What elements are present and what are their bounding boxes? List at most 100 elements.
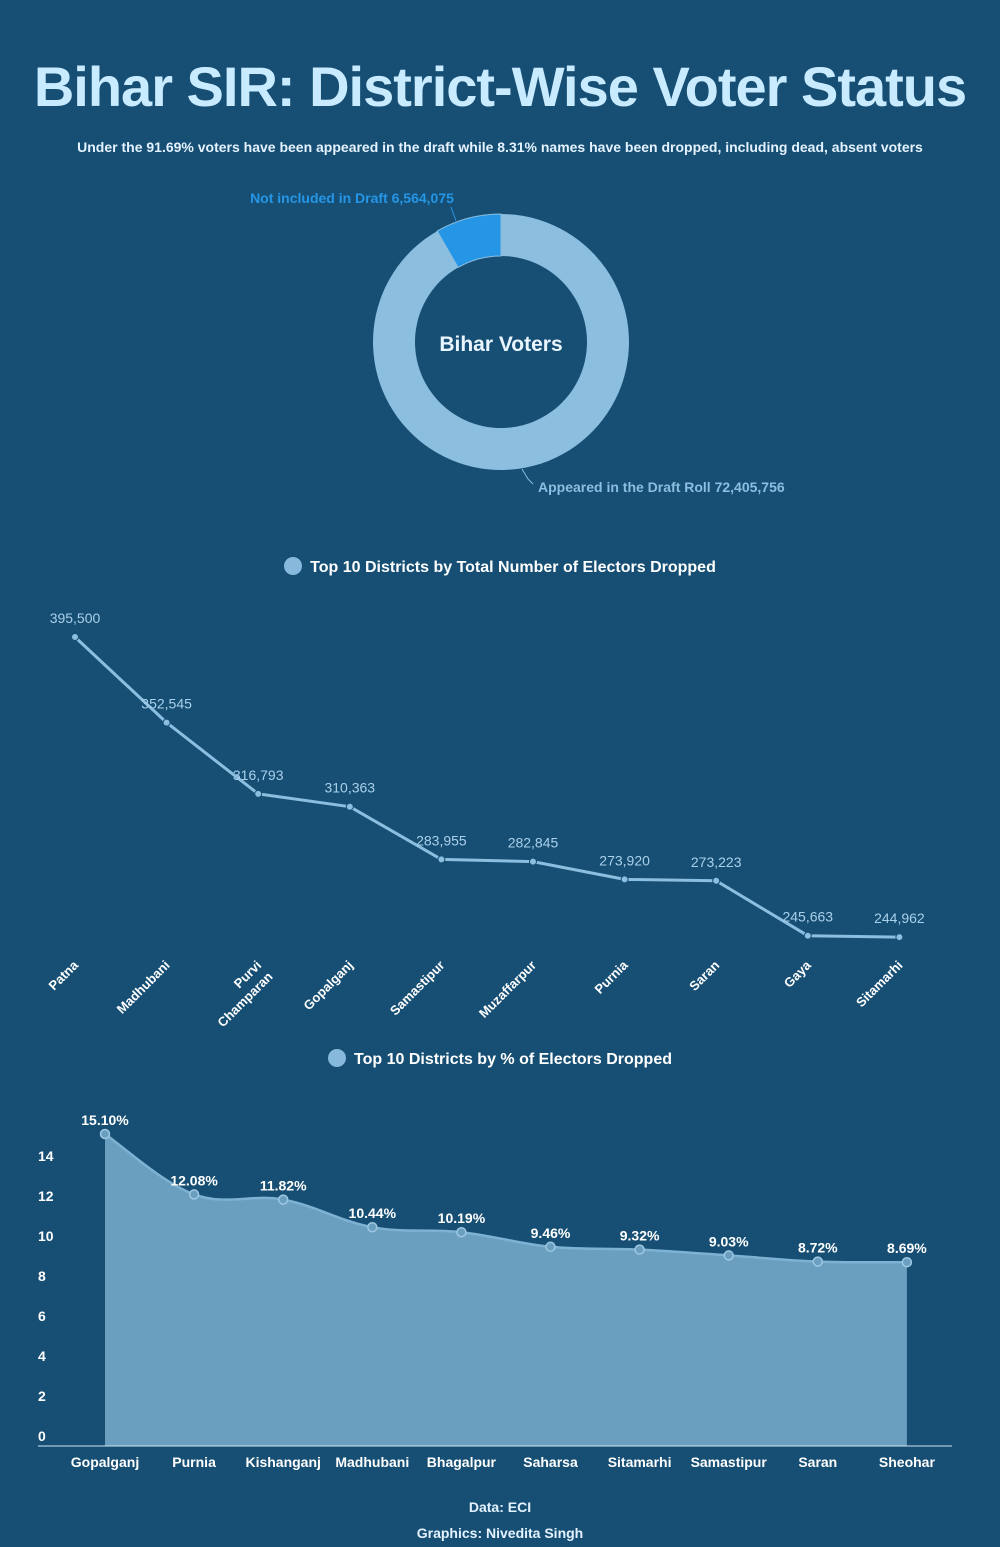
donut-slice-appeared (373, 214, 630, 470)
line-data-label: 316,793 (233, 767, 284, 783)
line-point-purvi-champaran (254, 789, 263, 798)
area-y-tick-label: 6 (38, 1308, 46, 1324)
appeared-slice-value: 72,405,756 (715, 479, 785, 495)
area-data-label: 8.69% (887, 1240, 927, 1256)
area-point-gopalganj (99, 1128, 111, 1140)
area-y-tick-label: 14 (38, 1148, 54, 1164)
area-point-saharsa (545, 1241, 556, 1253)
dropped-leader-line (450, 206, 457, 222)
area-y-tick-label: 4 (38, 1348, 46, 1364)
area-data-label: 9.32% (620, 1228, 660, 1244)
line-x-tick-labels: Patna Madhubani PurviChamparan Gopalganj Sam… (45, 957, 905, 1030)
area-data-labels: 15.10% 12.08% 11.82% 10.44% 10.19% 9.46% 9.32%… (81, 1112, 927, 1256)
area-data-label: 9.46% (531, 1225, 571, 1241)
area-fill (105, 1134, 907, 1446)
line-data-label: 282,845 (508, 835, 559, 851)
line-data-label: 283,955 (416, 832, 467, 848)
line-data-label: 352,545 (141, 696, 192, 712)
page-subtitle: Under the 91.69% voters have been appear… (77, 139, 923, 155)
line-x-tick-label: Muzaffarpur (476, 958, 539, 1021)
area-x-tick-label: Saran (798, 1454, 837, 1470)
area-x-tick-label: Samastipur (691, 1454, 768, 1470)
area-point-purnia (188, 1189, 200, 1200)
line-data-label: 273,223 (691, 854, 742, 870)
area-y-tick-labels: 0 2 4 6 8 10 12 14 (38, 1148, 54, 1444)
line-chart-legend: Top 10 Districts by Total Number of Elec… (0, 557, 1000, 579)
donut-slice-dropped (436, 213, 502, 269)
line-point-saran (712, 876, 721, 885)
line-x-tick-label: Madhubani (114, 958, 173, 1017)
line-x-tick-label: Gaya (781, 957, 815, 991)
area-x-tick-label: Purnia (172, 1454, 216, 1470)
line-series (73, 635, 900, 939)
area-x-tick-label: Sheohar (879, 1454, 936, 1470)
area-x-tick-label: Madhubani (335, 1454, 409, 1470)
page-title: Bihar SIR: District-Wise Voter Status (33, 55, 967, 118)
area-x-tick-label: Sitamarhi (608, 1454, 672, 1470)
donut-chart: Bihar Voters Not included in Draft 6,564… (250, 190, 785, 495)
area-point-samastipur (723, 1250, 734, 1261)
graphics-credit: Graphics: Nivedita Singh (416, 1525, 584, 1541)
area-y-tick-label: 12 (38, 1188, 54, 1204)
line-data-label: 395,500 (50, 610, 101, 626)
dropped-slice-value: 6,564,075 (392, 190, 454, 206)
line-x-tick-label: Gopalganj (300, 958, 356, 1014)
area-line (104, 1132, 907, 1264)
area-point-sheohar (901, 1256, 913, 1268)
area-point-madhubani (367, 1221, 378, 1233)
area-x-tick-label: Gopalganj (71, 1454, 139, 1470)
line-data-label: 245,663 (782, 909, 833, 925)
line-point-purnia (620, 875, 629, 884)
dropped-slice-label: Not included in Draft 6,564,075 (250, 190, 454, 206)
appeared-slice-name: Appeared in the Draft Roll (538, 479, 711, 495)
area-chart-legend: Top 10 Districts by % of Electors Droppe… (0, 1049, 1000, 1071)
line-x-tick-label: Sitamarhi (853, 958, 906, 1011)
area-data-label: 10.19% (438, 1210, 486, 1226)
area-point-saran (812, 1256, 824, 1267)
line-point-gaya (803, 931, 812, 940)
area-y-tick-label: 2 (38, 1388, 46, 1404)
line-x-tick-label: Patna (45, 957, 81, 993)
line-chart: 395,500 352,545 316,793 310,363 283,955 282,8… (45, 610, 925, 1030)
donut-center-label: Bihar Voters (439, 333, 562, 356)
line-chart-title: Top 10 Districts by Total Number of Elec… (310, 559, 716, 576)
line-point-gopalganj (345, 802, 354, 811)
area-y-tick-label: 8 (38, 1268, 46, 1284)
line-point-muzaffarpur (529, 857, 537, 866)
line-point-samastipur (437, 855, 446, 864)
line-point-patna (71, 632, 79, 641)
area-points (99, 1128, 913, 1268)
line-points (71, 632, 904, 942)
line-point-madhubani (162, 718, 171, 727)
area-x-tick-labels: Gopalganj Purnia Kishanganj Madhubani Bhagal… (71, 1454, 936, 1470)
area-data-label: 11.82% (260, 1178, 307, 1194)
appeared-leader-line (521, 468, 534, 485)
area-x-tick-label: Kishanganj (245, 1454, 320, 1470)
area-data-label: 15.10% (81, 1112, 129, 1128)
data-source: Data: ECI (468, 1499, 532, 1515)
area-point-kishanganj (277, 1194, 289, 1205)
area-data-label: 8.72% (798, 1240, 838, 1256)
area-x-tick-label: Bhagalpur (427, 1454, 497, 1470)
donut-slices (373, 213, 630, 470)
line-data-label: 310,363 (324, 780, 375, 796)
legend-dot-icon (284, 557, 303, 575)
line-x-tick-label: Purnia (591, 957, 631, 997)
legend-dot-icon (328, 1049, 346, 1067)
area-data-label: 9.03% (709, 1233, 749, 1249)
line-data-label: 273,920 (599, 852, 650, 868)
area-chart-title: Top 10 Districts by % of Electors Droppe… (354, 1051, 672, 1068)
line-point-sitamarhi (895, 933, 904, 942)
line-data-labels: 395,500 352,545 316,793 310,363 283,955 282,8… (50, 610, 925, 926)
line-x-tick-label: PurviChamparan (203, 957, 276, 1030)
area-y-tick-label: 10 (38, 1228, 54, 1244)
line-x-tick-label: Saran (686, 957, 722, 993)
appeared-slice-label: Appeared in the Draft Roll 72,405,756 (538, 479, 785, 495)
line-x-tick-label: Samastipur (387, 958, 448, 1019)
dropped-slice-name: Not included in Draft (250, 190, 388, 206)
area-data-label: 12.08% (170, 1172, 218, 1188)
area-x-tick-label: Saharsa (523, 1454, 578, 1470)
area-point-sitamarhi (634, 1244, 645, 1255)
line-data-label: 244,962 (874, 910, 925, 926)
area-point-bhagalpur (456, 1226, 467, 1238)
